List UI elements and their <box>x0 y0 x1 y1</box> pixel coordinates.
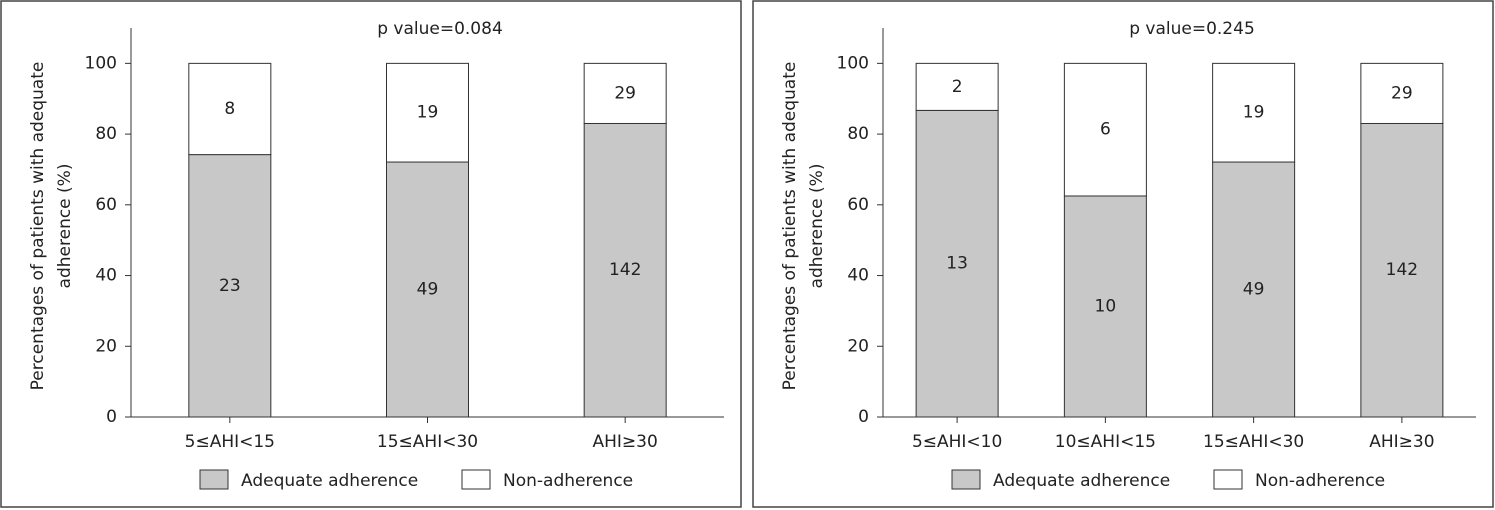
legend-label: Adequate adherence <box>993 471 1170 491</box>
bar-segment <box>1063 62 1147 197</box>
panel-border <box>752 0 1494 508</box>
bar-segment <box>1063 195 1147 418</box>
panel-border <box>0 0 742 508</box>
bar-segment <box>188 154 272 418</box>
chart-title: p value=0.245 <box>1129 19 1255 39</box>
x-tick-label: AHI≥30 <box>593 432 658 452</box>
y-tick-label: 40 <box>847 266 869 286</box>
bar-segment <box>1360 62 1444 124</box>
y-tick-label: 40 <box>95 266 117 286</box>
legend-label: Non-adherence <box>503 471 633 491</box>
data-label: 8 <box>224 99 235 119</box>
data-label: 49 <box>417 280 439 300</box>
bar-segment <box>583 62 667 124</box>
data-label: 10 <box>1095 296 1117 316</box>
y-tick-label: 60 <box>95 195 117 215</box>
y-tick-label: 20 <box>95 336 117 356</box>
bar-segment <box>1212 62 1296 163</box>
x-tick-label: 15≤AHI<30 <box>377 432 478 452</box>
legend-label: Non-adherence <box>1255 471 1385 491</box>
data-label: 142 <box>609 260 641 280</box>
bar-segment <box>1360 122 1444 418</box>
bar-segment <box>386 62 469 163</box>
legend-swatch <box>461 469 491 490</box>
x-tick-label: 5≤AHI<15 <box>185 432 275 452</box>
bar-segment <box>915 62 999 111</box>
y-axis-label: adherence (%) <box>55 164 75 289</box>
legend-swatch <box>951 469 981 490</box>
x-tick-label: 10≤AHI<15 <box>1055 432 1156 452</box>
y-tick-label: 0 <box>858 407 869 427</box>
chart: p value=0.245 Percentages of patients wit… <box>780 19 1476 491</box>
bar-segment <box>915 109 999 418</box>
y-tick-label: 0 <box>106 407 117 427</box>
legend-swatch <box>1213 469 1243 490</box>
x-tick-label: AHI≥30 <box>1369 432 1434 452</box>
y-tick-label: 80 <box>95 124 117 144</box>
data-label: 29 <box>1391 83 1413 103</box>
data-label: 13 <box>946 254 968 274</box>
y-tick-label: 20 <box>847 336 869 356</box>
y-axis-label: Percentages of patients with adequate <box>780 62 800 391</box>
data-label: 23 <box>219 276 241 296</box>
data-label: 19 <box>417 103 439 123</box>
x-tick-label: 5≤AHI<10 <box>912 432 1002 452</box>
legend-swatch <box>199 469 229 490</box>
y-tick-label: 80 <box>847 124 869 144</box>
y-axis-label: Percentages of patients with adequate <box>28 62 48 391</box>
data-label: 49 <box>1243 280 1265 300</box>
chart-title: p value=0.084 <box>377 19 503 39</box>
bar-segment <box>1212 161 1296 418</box>
y-tick-label: 100 <box>85 53 117 73</box>
data-label: 29 <box>614 83 636 103</box>
bar-segment <box>188 62 272 156</box>
legend-label: Adequate adherence <box>241 471 418 491</box>
data-label: 19 <box>1243 103 1265 123</box>
y-tick-label: 60 <box>847 195 869 215</box>
bar-segment <box>583 122 667 418</box>
x-tick-label: 15≤AHI<30 <box>1203 432 1304 452</box>
y-tick-label: 100 <box>837 53 869 73</box>
chart: p value=0.084 Percentages of patients wit… <box>28 19 724 491</box>
data-label: 142 <box>1386 260 1418 280</box>
y-axis-label: adherence (%) <box>807 164 827 289</box>
data-label: 2 <box>952 77 963 97</box>
data-label: 6 <box>1100 120 1111 140</box>
bar-segment <box>386 161 469 418</box>
